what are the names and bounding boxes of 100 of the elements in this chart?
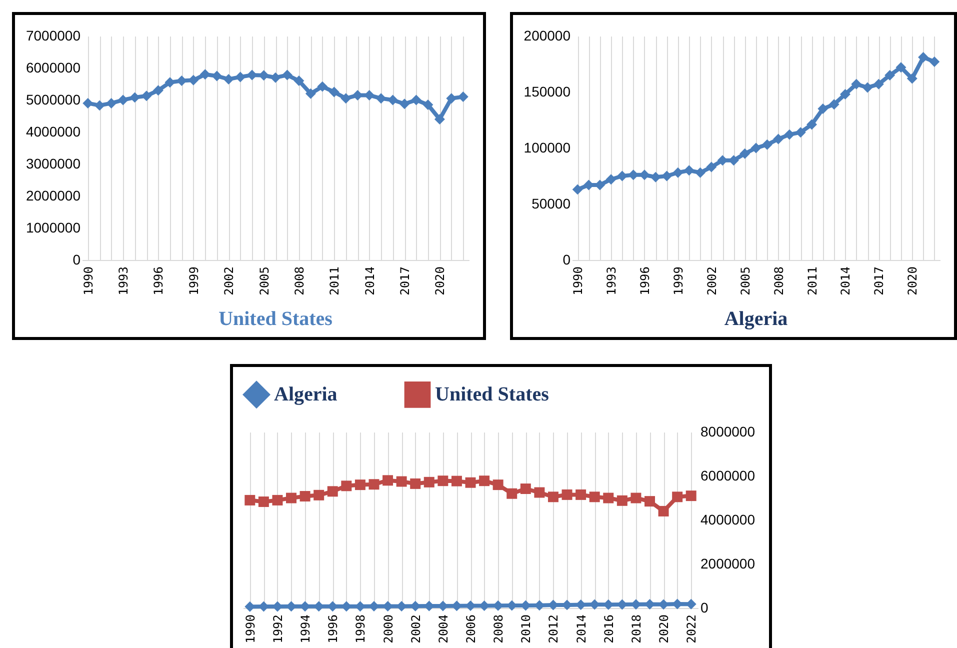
point — [630, 492, 642, 504]
point — [410, 478, 421, 489]
text: Algeria — [724, 308, 788, 330]
point — [762, 139, 772, 150]
point — [118, 94, 128, 106]
point — [212, 70, 222, 82]
point — [327, 486, 338, 497]
point — [451, 476, 462, 486]
point — [328, 86, 340, 98]
point — [706, 162, 717, 172]
point — [572, 184, 583, 195]
point — [458, 92, 468, 102]
point — [94, 100, 105, 111]
point — [317, 81, 328, 92]
point — [434, 114, 445, 124]
y-tick-label: 0 — [72, 252, 81, 268]
point — [341, 480, 352, 492]
point — [873, 78, 884, 90]
point — [188, 74, 199, 86]
y-tick-label: 2000000 — [26, 188, 81, 204]
point — [376, 93, 386, 104]
x-tick-label: 2016 — [602, 614, 616, 644]
x-tick-label: 1990 — [81, 266, 96, 296]
point — [773, 134, 784, 144]
point — [286, 601, 296, 612]
point — [106, 98, 117, 108]
point — [286, 492, 296, 504]
point — [438, 476, 448, 486]
x-tick-label: 2020 — [906, 266, 920, 296]
x-tick-label: 2002 — [704, 266, 719, 296]
point — [644, 496, 655, 507]
y-tick-label: 50000 — [532, 196, 571, 212]
point — [828, 99, 840, 110]
y2-tick-label: 2000000 — [700, 556, 756, 572]
point — [929, 56, 940, 68]
point — [270, 72, 281, 83]
y-tick-label: 4000000 — [26, 124, 81, 140]
y-tick-label: 150000 — [524, 84, 571, 100]
point — [152, 85, 164, 96]
point — [258, 496, 269, 507]
point — [548, 492, 558, 502]
point — [534, 487, 545, 498]
point — [446, 93, 457, 104]
x-tick-label: 1996 — [152, 266, 166, 296]
x-tick-label: 1996 — [638, 266, 652, 296]
x-tick-label: 2020 — [657, 614, 672, 644]
y2-tick-label: 4000000 — [700, 512, 756, 528]
x-tick-label: 2012 — [546, 614, 561, 644]
x-tick-label: 1994 — [298, 614, 313, 644]
y-tick-label: 6000000 — [26, 60, 81, 76]
x-tick-label: 2018 — [629, 614, 644, 644]
point — [300, 490, 310, 502]
point — [244, 494, 256, 506]
x-tick-label: 2014 — [838, 266, 853, 296]
point — [388, 94, 398, 106]
point — [223, 74, 234, 84]
point — [235, 72, 246, 82]
x-tick-label: 1999 — [671, 266, 686, 296]
x-tick-label: 2002 — [222, 266, 236, 296]
x-tick-label: 2017 — [398, 266, 412, 296]
point — [884, 70, 896, 80]
point — [465, 477, 476, 488]
y-tick-label: 100000 — [524, 140, 571, 156]
y2-tick-label: 6000000 — [700, 468, 756, 484]
point — [200, 69, 210, 80]
point — [650, 172, 661, 182]
x-tick-label: 2011 — [805, 266, 820, 296]
x-tick-label: 2017 — [872, 266, 886, 296]
point — [840, 88, 850, 100]
point — [851, 78, 862, 90]
y-tick-label: 7000000 — [26, 28, 81, 44]
x-tick-label: 2005 — [738, 266, 752, 296]
point — [305, 88, 316, 99]
x-tick-label: 2008 — [772, 266, 786, 296]
point — [818, 104, 828, 114]
x-tick-label: 2006 — [464, 614, 478, 644]
x-tick-label: 1999 — [186, 266, 201, 296]
point — [606, 174, 616, 185]
point — [246, 70, 258, 80]
point — [686, 490, 696, 502]
y2-tick-label: 8000000 — [700, 424, 756, 440]
point — [862, 82, 873, 93]
x-tick-label: 1990 — [243, 614, 258, 644]
point — [294, 76, 304, 86]
x-tick-label: 2014 — [574, 614, 588, 644]
point — [662, 170, 672, 182]
point — [258, 70, 270, 81]
point — [410, 94, 422, 106]
point — [589, 492, 600, 502]
point — [658, 506, 669, 516]
point — [368, 479, 380, 490]
x-tick-label: 1992 — [270, 614, 285, 644]
x-tick-label: 2004 — [436, 614, 450, 644]
legend-label: United States — [435, 384, 550, 406]
x-tick-label: 1993 — [116, 266, 131, 296]
y2-tick-label: 0 — [700, 600, 708, 616]
point — [506, 488, 518, 499]
y-tick-label: 5000000 — [26, 92, 81, 108]
point — [906, 73, 918, 84]
point — [364, 90, 375, 100]
